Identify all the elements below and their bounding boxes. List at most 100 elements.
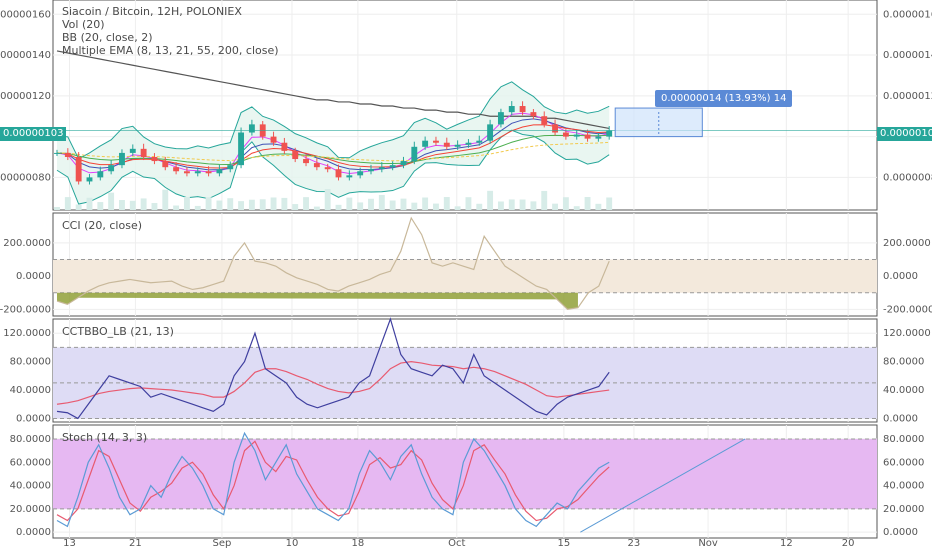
y-tick-label-right: 200.0000: [883, 238, 931, 249]
volume-bar: [129, 200, 136, 210]
y-tick-label-right: 0.00000140: [883, 50, 932, 61]
volume-bar: [259, 199, 266, 210]
volume-bar: [140, 198, 147, 210]
candle-body: [140, 148, 147, 157]
stoch-d-line: [56, 440, 610, 522]
volume-bar: [216, 200, 223, 210]
y-tick-label-left: 80.0000: [10, 434, 51, 445]
candle-body: [573, 134, 580, 137]
volume-bar: [75, 204, 82, 210]
y-tick-label-right: 0.0000: [883, 413, 918, 424]
candle-body: [194, 171, 201, 174]
volume-bar: [497, 201, 504, 210]
candle-body: [530, 112, 537, 117]
bb-lower-line: [56, 129, 610, 205]
y-tick-label-left: 40.0000: [10, 481, 51, 492]
study-ema[interactable]: Multiple EMA (8, 13, 21, 55, 200, close): [62, 44, 279, 57]
volume-bar: [465, 197, 472, 210]
volume-bar: [411, 202, 418, 210]
volume-bar: [422, 197, 429, 210]
candle-body: [562, 132, 569, 137]
candle-body: [238, 132, 245, 166]
candle-body: [552, 124, 559, 133]
volume-bar: [584, 197, 591, 210]
candle-body: [173, 167, 180, 172]
volume-bar: [454, 206, 461, 210]
candle-body: [400, 161, 407, 166]
candle-body: [313, 163, 320, 168]
stoch-legend[interactable]: Stoch (14, 3, 3): [62, 431, 148, 444]
volume-bar: [64, 197, 71, 210]
y-tick-label-right: 80.0000: [883, 357, 924, 368]
ema-line: [56, 124, 610, 169]
volume-bar: [400, 198, 407, 210]
candle-body: [335, 169, 342, 178]
candle-body: [54, 152, 60, 154]
candle-body: [346, 175, 353, 178]
candle-body: [541, 116, 548, 125]
study-vol[interactable]: Vol (20): [62, 18, 105, 31]
x-tick-label: 20: [842, 538, 855, 549]
candle-body: [454, 144, 461, 147]
volume-bar: [183, 197, 190, 210]
volume-bar: [595, 203, 602, 210]
volume-bar: [378, 194, 385, 210]
candle-body: [227, 165, 234, 170]
volume-bar: [194, 205, 201, 210]
y-tick-label-right: -200.0000: [883, 304, 932, 315]
volume-bar: [162, 189, 169, 210]
candle-body: [443, 142, 450, 147]
symbol-title[interactable]: Siacoin / Bitcoin, 12H, POLONIEX: [62, 5, 242, 18]
stoch-k-line: [56, 431, 610, 528]
y-tick-label-right: 0.0000: [883, 271, 918, 282]
candle-body: [248, 124, 255, 133]
stoch-trendline: [580, 438, 746, 533]
y-tick-label-left: 0.0000: [16, 271, 51, 282]
y-tick-label-left: 0.00000140: [0, 50, 51, 61]
volume-bar: [552, 203, 559, 210]
candle-body: [86, 177, 93, 182]
candle-body: [584, 134, 591, 139]
pane-frame-0: [52, 0, 878, 211]
candle-body: [606, 130, 613, 137]
y-tick-label-left: 40.0000: [10, 385, 51, 396]
volume-bar: [248, 199, 255, 210]
candle-body: [508, 106, 515, 113]
ema-line: [56, 134, 610, 165]
y-tick-label-right: 40.0000: [883, 481, 924, 492]
y-tick-label-left: 0.00000160: [0, 9, 51, 20]
volume-bar: [541, 190, 548, 210]
y-tick-label-right: 0.00000120: [883, 91, 932, 102]
study-bb[interactable]: BB (20, close, 2): [62, 31, 153, 44]
measure-label[interactable]: 0.00000014 (13.93%) 14: [655, 90, 793, 107]
candle-body: [151, 156, 158, 162]
candle-body: [270, 136, 277, 143]
y-tick-label-left: 80.0000: [10, 357, 51, 368]
candle-body: [75, 156, 82, 182]
y-tick-label-left: 200.0000: [3, 238, 51, 249]
candle-body: [465, 142, 472, 145]
y-tick-label-right: 80.0000: [883, 434, 924, 445]
volume-bar: [238, 201, 245, 210]
volume-bar: [54, 207, 60, 210]
volume-bar: [530, 201, 537, 210]
y-tick-label-left: -200.0000: [0, 304, 51, 315]
cctbbo-legend[interactable]: CCTBBO_LB (21, 13): [62, 325, 174, 338]
volume-bar: [346, 197, 353, 210]
candle-body: [292, 150, 299, 160]
volume-bar: [368, 198, 374, 210]
cci-legend[interactable]: CCI (20, close): [62, 219, 143, 232]
volume-bar: [281, 197, 288, 210]
volume-bar: [119, 200, 125, 210]
volume-bar: [487, 190, 494, 210]
volume-bar: [86, 197, 93, 210]
cctbbo-main-line: [56, 317, 610, 420]
x-tick-label: 18: [352, 538, 365, 549]
y-tick-label-right: 0.0000: [883, 527, 918, 538]
bb-band: [57, 81, 610, 205]
candle-body: [129, 148, 136, 153]
volume-bar: [151, 203, 158, 210]
x-tick-label: 21: [129, 538, 142, 549]
y-tick-label-left: 0.00000120: [0, 91, 51, 102]
